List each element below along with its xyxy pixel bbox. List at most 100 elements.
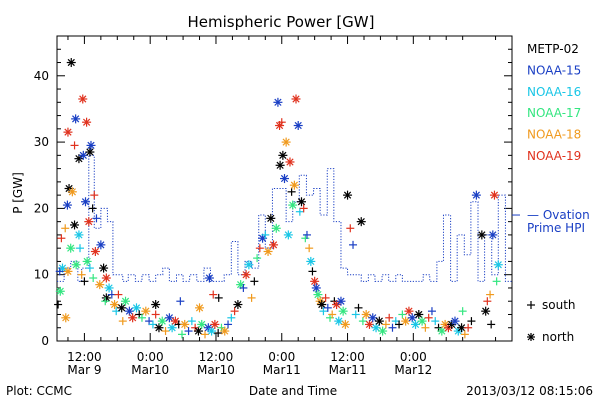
data-point-north — [55, 286, 65, 296]
data-point-north — [62, 200, 72, 210]
data-point-north — [78, 150, 88, 160]
data-point-north — [193, 326, 203, 336]
data-point-north — [371, 323, 381, 333]
data-point-north — [289, 180, 299, 190]
data-point-south — [385, 313, 394, 322]
data-point-north-d2 — [490, 191, 499, 199]
data-point-south — [255, 244, 264, 253]
data-point-north — [180, 319, 190, 329]
data-point-north — [340, 319, 350, 329]
data-point-north-d2 — [58, 264, 67, 272]
legend-south-label: south — [542, 298, 576, 312]
data-point-north — [197, 319, 207, 329]
x-tick-date-label: Mar 9 — [67, 363, 101, 377]
data-point-north — [236, 280, 246, 290]
data-point-north — [101, 293, 111, 303]
data-point-north-d2 — [284, 231, 292, 239]
data-point-north — [275, 160, 285, 170]
data-point-north — [334, 316, 344, 326]
data-point-south — [90, 191, 99, 200]
data-point-north — [343, 190, 353, 200]
data-point-north-d2 — [311, 277, 319, 285]
data-point-south — [487, 320, 496, 329]
data-point-north-d2 — [286, 158, 294, 166]
data-point-north-d2 — [318, 300, 326, 309]
data-point-north — [71, 260, 81, 270]
data-point-south — [239, 283, 248, 292]
data-point-north-d2 — [316, 297, 324, 305]
data-point-north — [411, 319, 421, 329]
data-point-north-d2 — [375, 317, 383, 325]
legend-ovation-label: Prime HPI — [527, 221, 585, 235]
data-point-north — [244, 260, 254, 270]
data-point-south — [277, 118, 286, 127]
data-point-north — [141, 306, 151, 316]
data-point-south — [54, 300, 63, 309]
data-point-north-d2 — [207, 327, 216, 335]
data-point-north-d2 — [118, 304, 126, 312]
legend-south-symbol — [527, 301, 535, 309]
data-point-north-d2 — [276, 161, 284, 169]
data-point-north — [493, 260, 503, 270]
data-point-south — [381, 320, 390, 329]
data-point-south — [148, 320, 157, 329]
data-point-north-d2 — [72, 261, 80, 269]
data-point-north-d2 — [91, 247, 99, 256]
data-point-north-d2 — [56, 287, 64, 295]
data-point-south — [76, 244, 85, 253]
x-axis-label: Date and Time — [249, 384, 337, 398]
data-point-north — [471, 190, 481, 200]
y-tick-label: 0 — [41, 334, 49, 348]
data-point-north — [378, 326, 388, 336]
data-point-south — [388, 323, 397, 332]
data-point-north — [317, 300, 327, 310]
data-point-north — [283, 230, 293, 240]
data-point-north-d2 — [125, 307, 133, 315]
data-point-north-d2 — [79, 151, 87, 159]
data-point-north-d2 — [415, 310, 423, 319]
x-tick-label: 12:00 — [330, 350, 365, 364]
data-point-north-d2 — [64, 267, 72, 276]
data-point-south — [92, 214, 101, 223]
data-point-north — [278, 150, 288, 160]
data-point-south — [177, 330, 186, 339]
legend-entry-noaa-16: NOAA-16 — [527, 85, 581, 99]
data-point-south — [319, 307, 328, 316]
x-tick-date-label: Mar11 — [263, 363, 301, 377]
data-point-north — [481, 306, 491, 316]
data-point-north-d2 — [62, 314, 70, 322]
data-point-north — [195, 303, 205, 313]
data-point-north — [450, 316, 460, 326]
data-point-south — [301, 234, 310, 243]
data-point-north-d2 — [194, 327, 203, 335]
data-point-north — [110, 300, 120, 310]
data-point-north — [404, 306, 414, 316]
data-point-north-d2 — [85, 218, 93, 226]
data-point-south — [151, 310, 160, 319]
legend-entry-noaa-15: NOAA-15 — [527, 63, 581, 77]
data-point-south — [398, 310, 407, 319]
data-point-north — [61, 313, 71, 323]
data-point-north-d2 — [279, 151, 287, 159]
data-point-north-d2 — [337, 297, 345, 305]
data-point-north-d2 — [171, 317, 180, 325]
data-point-north-d2 — [142, 307, 150, 315]
data-point-north-d2 — [155, 324, 163, 332]
data-point-north — [293, 121, 303, 131]
data-point-north-d2 — [408, 314, 416, 322]
data-point-north — [296, 197, 306, 207]
data-point-north — [74, 230, 84, 240]
data-point-north-d2 — [81, 198, 90, 206]
data-point-north — [291, 94, 301, 104]
data-point-south — [427, 307, 436, 316]
data-point-north-d2 — [267, 214, 275, 222]
data-point-north-d2 — [402, 317, 410, 325]
data-point-south — [145, 317, 154, 326]
data-point-north-d2 — [357, 218, 365, 226]
data-point-north — [281, 137, 291, 147]
data-point-north-d2 — [83, 257, 91, 266]
data-point-north — [157, 316, 167, 326]
data-point-north-d2 — [129, 314, 137, 322]
data-point-north — [204, 273, 214, 283]
data-point-north — [263, 246, 273, 256]
